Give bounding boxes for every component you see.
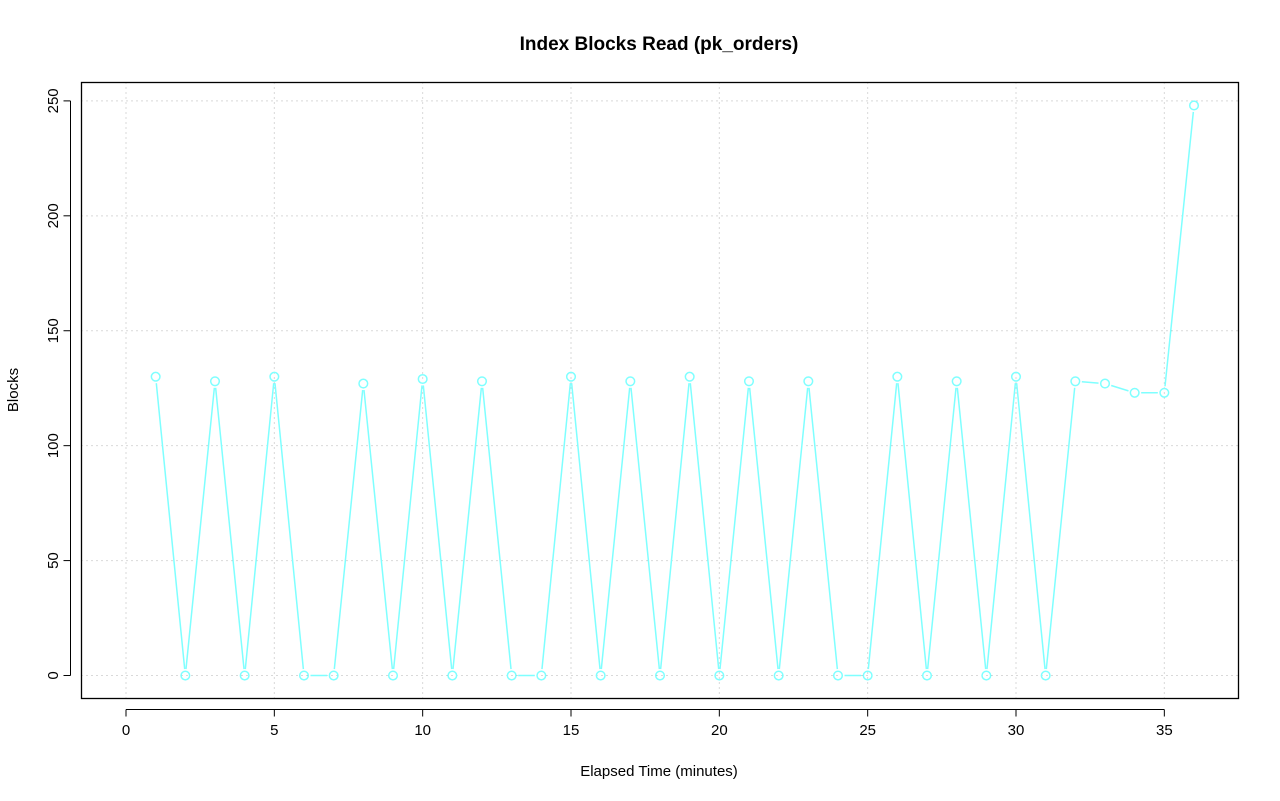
data-point — [1070, 376, 1081, 387]
y-tick-label: 50 — [45, 552, 62, 569]
data-point — [714, 670, 725, 681]
data-point — [239, 670, 250, 681]
chart-title: Index Blocks Read (pk_orders) — [520, 34, 799, 55]
series-line-segment — [392, 385, 423, 670]
x-tick-label: 30 — [1008, 722, 1025, 739]
data-point — [447, 670, 458, 681]
y-tick-label: 150 — [45, 318, 62, 343]
series-line-segment — [1045, 387, 1076, 670]
series-line-segment — [155, 383, 186, 670]
series-line-segment — [748, 387, 779, 670]
series-line-segment — [333, 389, 364, 670]
data-point — [862, 670, 873, 681]
x-tick-label: 25 — [859, 722, 876, 739]
series-line-segment — [867, 383, 898, 670]
series-line-segment — [185, 387, 216, 670]
series-line-segment — [630, 387, 661, 670]
x-tick-label: 20 — [711, 722, 728, 739]
series-line-segment — [956, 387, 987, 670]
series-line-segment — [659, 383, 690, 670]
x-axis-title: Elapsed Time (minutes) — [580, 763, 738, 780]
data-point — [654, 670, 666, 681]
series-line-segment — [1015, 383, 1046, 670]
data-point — [892, 371, 903, 382]
data-point — [1040, 670, 1051, 681]
data-point — [803, 376, 814, 387]
series-line-segment — [808, 387, 839, 670]
data-point — [743, 376, 755, 387]
data-point — [328, 670, 339, 681]
y-tick-label: 200 — [45, 203, 62, 228]
data-point — [298, 670, 310, 681]
series-line-segment — [986, 383, 1017, 670]
data-point — [506, 670, 517, 681]
y-axis: 0 50 100 150 200 250 — [45, 88, 71, 680]
data-point — [180, 670, 191, 681]
grid — [81, 82, 1239, 699]
x-tick-label: 0 — [122, 722, 130, 739]
series-line-segment — [689, 383, 720, 670]
data-point — [150, 371, 161, 382]
series-line-segment — [422, 385, 453, 670]
plot-frame — [80, 81, 1240, 700]
series-line-segment — [778, 387, 809, 670]
data-point — [476, 376, 488, 387]
data-point — [1099, 378, 1111, 389]
series-line-segment — [214, 387, 245, 670]
data-point — [565, 371, 577, 382]
series-line-segment — [1164, 111, 1195, 387]
data-point — [921, 670, 933, 681]
series-line-segment — [926, 387, 957, 670]
data-point — [684, 371, 695, 382]
x-tick-label: 5 — [270, 722, 278, 739]
series-layer — [150, 100, 1200, 681]
data-point — [832, 670, 844, 681]
data-point — [981, 670, 992, 681]
data-point — [1010, 371, 1022, 382]
x-tick-label: 10 — [414, 722, 431, 739]
data-point — [951, 376, 962, 387]
series-line-segment — [1081, 381, 1099, 384]
series-line-segment — [244, 383, 275, 670]
y-tick-label: 250 — [45, 88, 62, 113]
series-line-segment — [570, 383, 601, 670]
x-axis: 0 5 10 15 20 25 30 35 — [122, 709, 1173, 739]
data-point — [1159, 387, 1170, 398]
y-tick-label: 100 — [45, 433, 62, 458]
data-point — [387, 670, 399, 681]
data-point — [625, 376, 636, 387]
series-line-segment — [719, 387, 750, 670]
data-point — [209, 376, 221, 387]
data-point — [358, 378, 369, 389]
series-line-segment — [1110, 384, 1129, 392]
data-point — [269, 371, 280, 382]
series-line-segment — [600, 387, 631, 670]
y-tick-label: 0 — [45, 671, 62, 679]
data-point — [536, 670, 547, 681]
data-point — [1188, 100, 1200, 111]
series-line-segment — [897, 383, 928, 670]
y-axis-title: Blocks — [5, 368, 22, 412]
series-line-segment — [481, 387, 512, 670]
data-point — [773, 670, 784, 681]
data-point — [417, 373, 428, 385]
data-point — [1129, 387, 1140, 398]
series-line-segment — [274, 383, 305, 670]
x-tick-label: 15 — [563, 722, 580, 739]
x-tick-label: 35 — [1156, 722, 1173, 739]
series-line-segment — [541, 383, 572, 670]
series-line-segment — [363, 389, 394, 670]
series-line-segment — [452, 387, 483, 670]
data-point — [595, 670, 606, 681]
